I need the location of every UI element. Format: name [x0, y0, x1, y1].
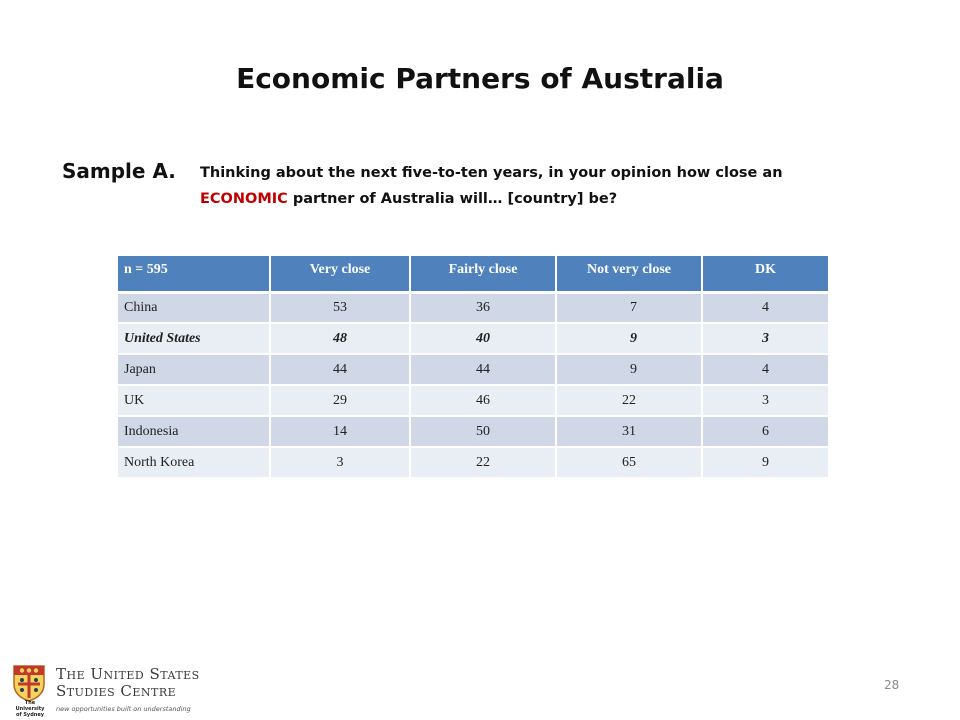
table-row: UK 29 46 22 3 [118, 385, 830, 417]
cell-fairly-close: 40 [410, 323, 557, 355]
header-sample-size: n = 595 [118, 256, 271, 294]
cell-dk: 3 [702, 323, 830, 355]
page-number: 28 [884, 678, 900, 692]
cell-fairly-close: 46 [410, 385, 557, 417]
sample-label: Sample A. [62, 159, 176, 183]
cell-very-close: 53 [270, 292, 411, 324]
table-header-row: n = 595 Very close Fairly close Not very… [118, 256, 830, 294]
organization-tagline: new opportunities built on understanding [56, 705, 191, 713]
question-highlight: ECONOMIC [200, 191, 288, 207]
cell-dk: 9 [702, 447, 830, 479]
results-table: n = 595 Very close Fairly close Not very… [118, 256, 830, 479]
cell-dk: 4 [702, 292, 830, 324]
header-not-very-close: Not very close [556, 256, 703, 294]
cell-not-very-close: 22 [556, 385, 703, 417]
cell-not-very-close: 7 [556, 292, 703, 324]
cell-not-very-close: 9 [556, 323, 703, 355]
cell-not-very-close: 65 [556, 447, 703, 479]
header-very-close: Very close [270, 256, 411, 294]
header-dk: DK [702, 256, 830, 294]
cell-not-very-close: 31 [556, 416, 703, 448]
university-crest-icon [13, 665, 45, 702]
cell-country: Indonesia [118, 416, 271, 448]
cell-country: China [118, 292, 271, 324]
cell-very-close: 44 [270, 354, 411, 386]
cell-fairly-close: 22 [410, 447, 557, 479]
table-row: North Korea 3 22 65 9 [118, 447, 830, 479]
cell-very-close: 14 [270, 416, 411, 448]
cell-country: North Korea [118, 447, 271, 479]
table-row: Indonesia 14 50 31 6 [118, 416, 830, 448]
cell-dk: 6 [702, 416, 830, 448]
cell-dk: 3 [702, 385, 830, 417]
cell-country: UK [118, 385, 271, 417]
slide-title: Economic Partners of Australia [236, 62, 724, 95]
organization-name: The United States Studies Centre [56, 665, 200, 700]
cell-fairly-close: 50 [410, 416, 557, 448]
cell-country: United States [118, 323, 271, 355]
cell-very-close: 48 [270, 323, 411, 355]
table-row: Japan 44 44 9 4 [118, 354, 830, 386]
cell-country: Japan [118, 354, 271, 386]
cell-fairly-close: 44 [410, 354, 557, 386]
table-row: China 53 36 7 4 [118, 292, 830, 324]
table-row: United States 48 40 9 3 [118, 323, 830, 355]
cell-not-very-close: 9 [556, 354, 703, 386]
cell-very-close: 3 [270, 447, 411, 479]
cell-dk: 4 [702, 354, 830, 386]
question-line2: partner of Australia will… [country] be? [287, 191, 618, 207]
crest-caption: The University of Sydney [15, 700, 45, 718]
footer-logo: The University of Sydney The United Stat… [8, 664, 208, 718]
cell-fairly-close: 36 [410, 292, 557, 324]
question-line1: Thinking about the next five-to-ten year… [200, 165, 783, 181]
survey-question: Thinking about the next five-to-ten year… [200, 160, 830, 212]
cell-very-close: 29 [270, 385, 411, 417]
header-fairly-close: Fairly close [410, 256, 557, 294]
